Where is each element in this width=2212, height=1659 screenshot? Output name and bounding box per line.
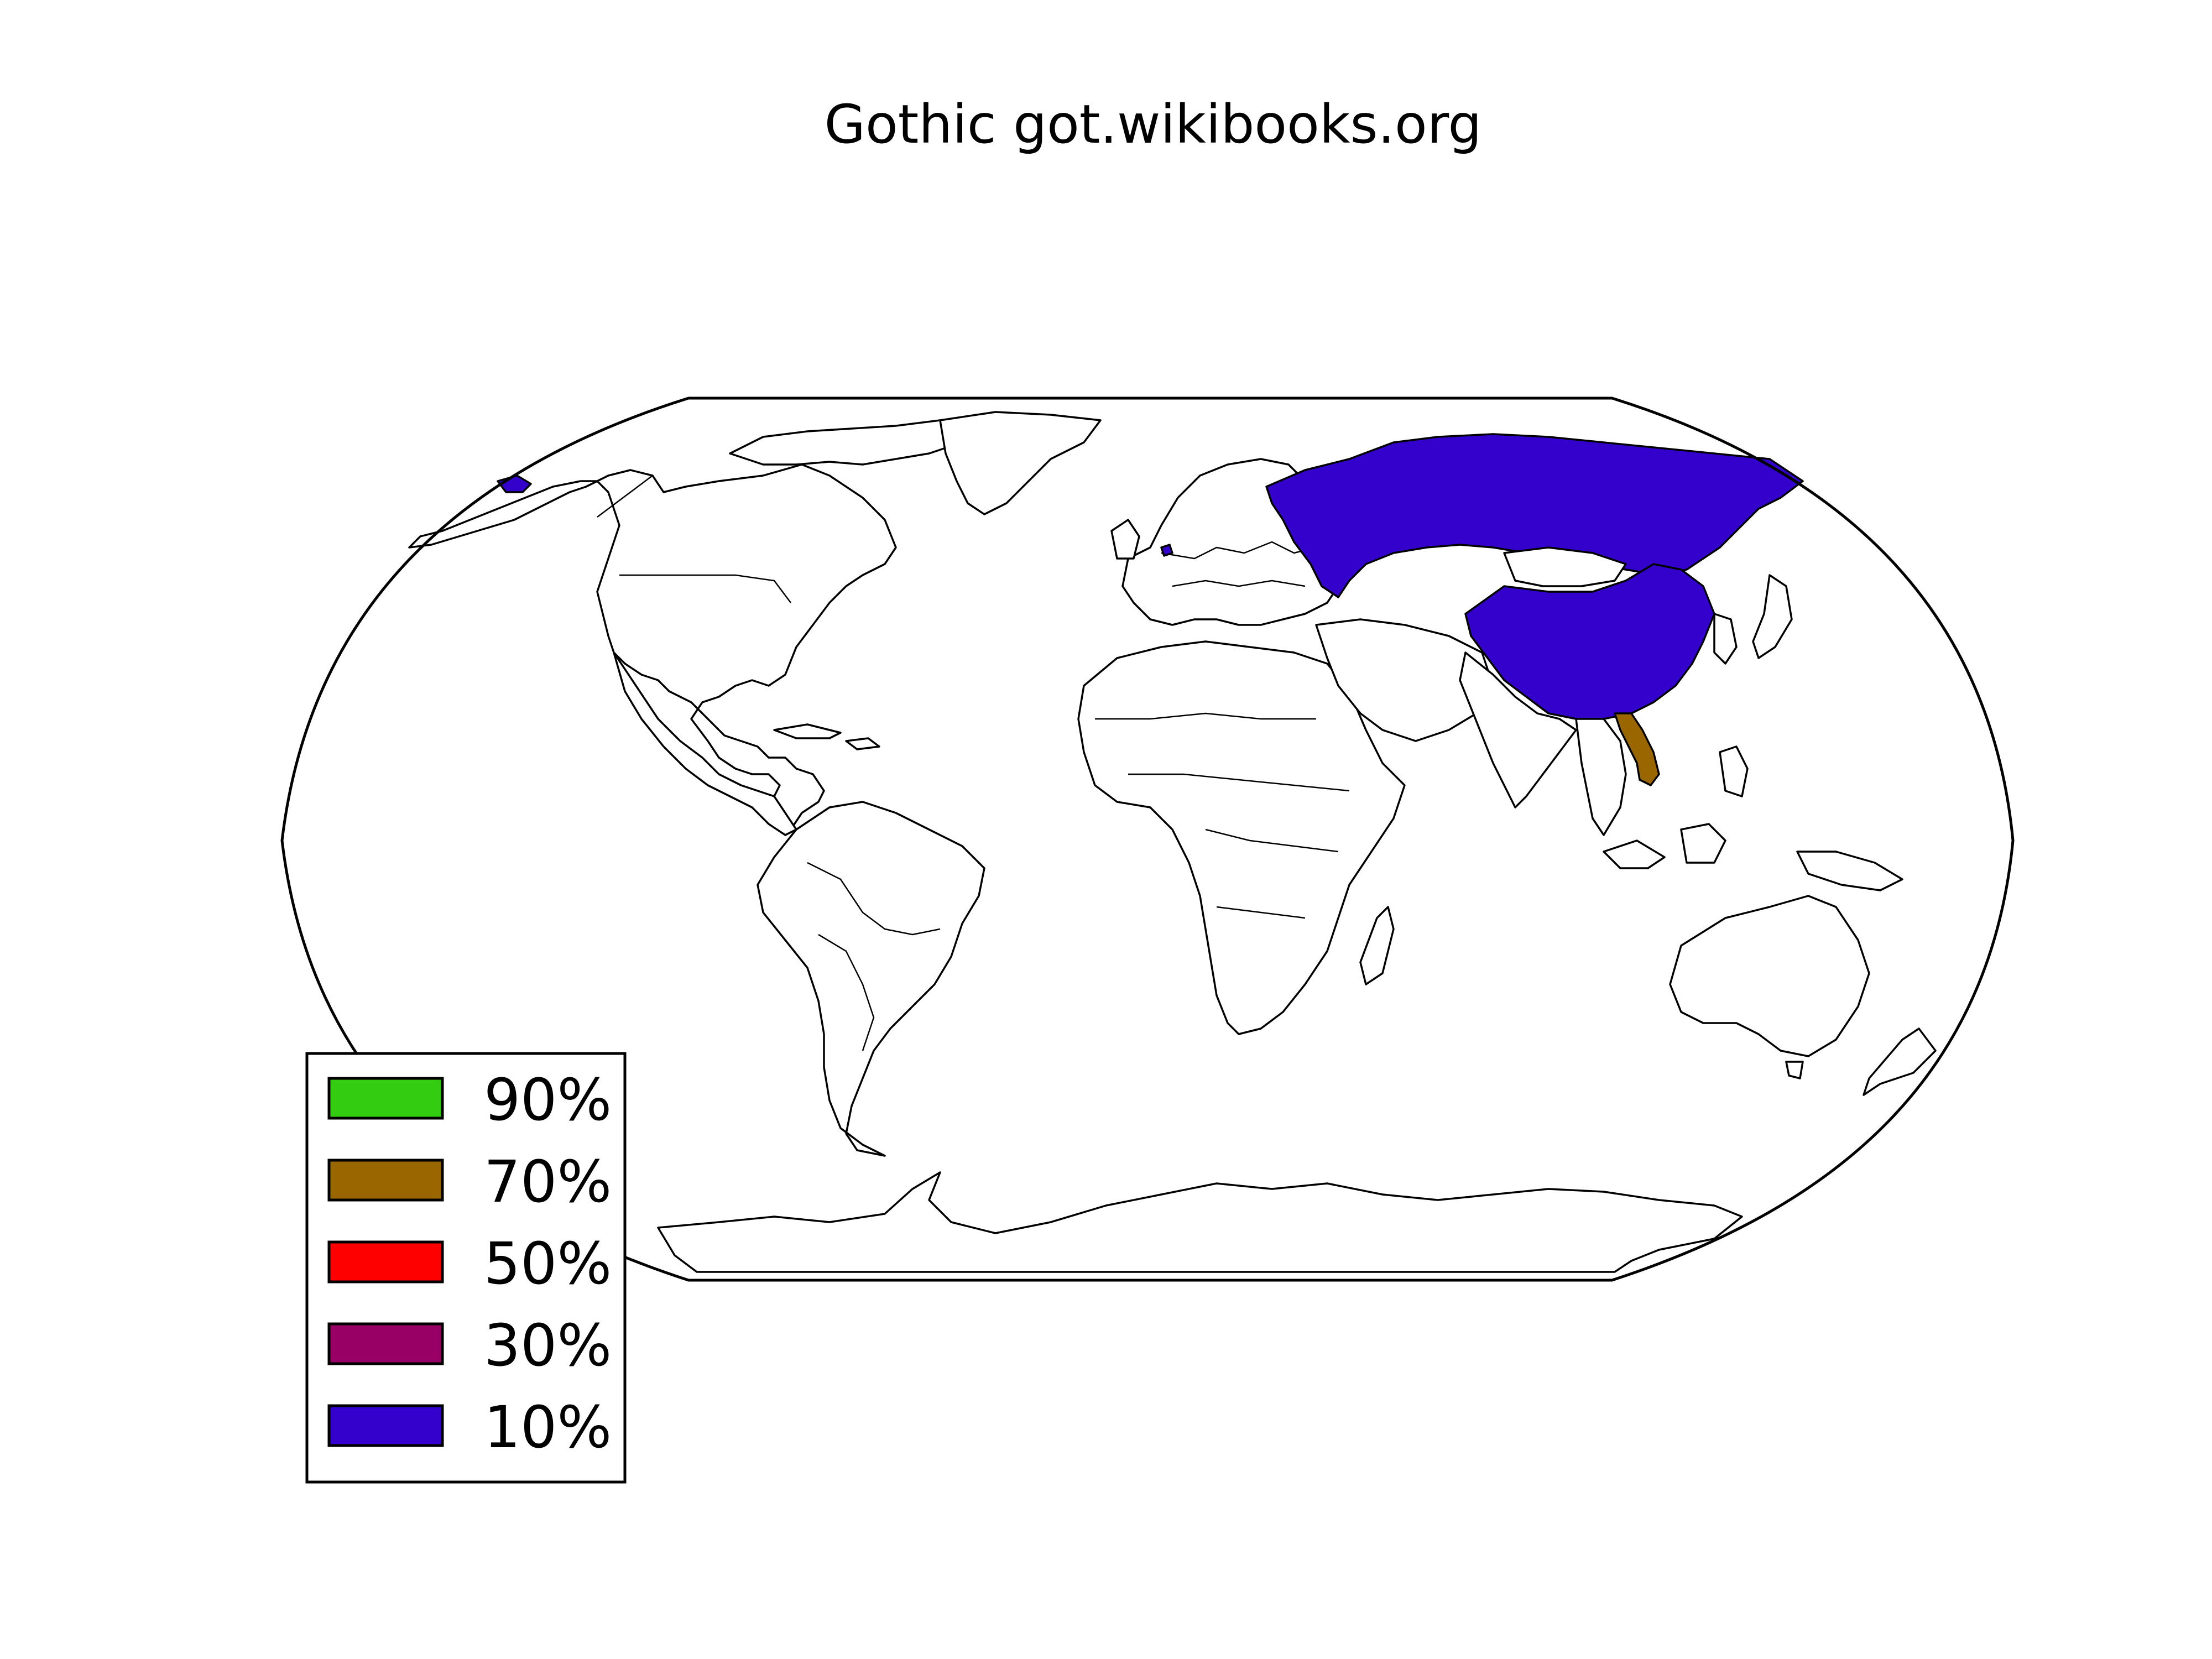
madagascar (1359, 906, 1395, 985)
hispaniola (845, 737, 880, 750)
africa-borders-4 (1216, 906, 1306, 919)
new-zealand (1863, 1027, 1937, 1096)
legend-swatch-30 (327, 1322, 444, 1365)
europe-borders (1161, 541, 1317, 560)
cuba (773, 723, 842, 739)
legend-item-70: 70% (327, 1148, 612, 1215)
region-vietnam (1614, 712, 1660, 786)
tasmania (1785, 1061, 1804, 1079)
alaska-border (597, 475, 653, 518)
legend-item-50: 50% (327, 1230, 612, 1297)
sumatra (1603, 839, 1666, 869)
africa-borders-3 (1205, 828, 1339, 853)
antarctica (657, 1171, 1743, 1273)
korea (1713, 613, 1738, 665)
japan (1752, 574, 1793, 659)
legend-item-90: 90% (327, 1066, 612, 1134)
south-asia (1459, 651, 1577, 808)
legend-swatch-10 (327, 1404, 444, 1447)
region-netherlands (1160, 544, 1173, 557)
africa-borders-2 (1128, 773, 1350, 792)
new-guinea (1796, 851, 1903, 891)
australia (1669, 895, 1870, 1057)
south-america-borders-2 (818, 933, 875, 1051)
map-frame (280, 397, 2015, 1282)
legend-item-30: 30% (327, 1312, 612, 1379)
greenland (939, 411, 1102, 515)
legend-item-10: 10% (327, 1394, 612, 1461)
south-america (757, 801, 985, 1157)
south-america-borders (807, 862, 941, 936)
british-isles (1110, 519, 1140, 560)
world-map (280, 397, 2015, 1282)
middle-east (1315, 618, 1494, 742)
legend-swatch-50 (327, 1240, 444, 1284)
europe-borders-2 (1172, 580, 1306, 587)
arctic-islands (729, 419, 974, 466)
north-america-landmass (408, 463, 897, 831)
philippines (1719, 745, 1749, 797)
legend-label-50: 50% (484, 1230, 612, 1297)
africa-borders (1095, 712, 1316, 720)
legend-label-70: 70% (484, 1148, 612, 1215)
legend-label-30: 30% (484, 1312, 612, 1379)
legend-label-10: 10% (484, 1394, 612, 1461)
mongolia (1503, 546, 1627, 587)
region-china (1464, 563, 1715, 720)
legend-swatch-70 (327, 1159, 444, 1202)
legend: 90% 70% 50% 30% 10% (305, 1052, 627, 1484)
indochina (1575, 718, 1627, 836)
map-title: Gothic got.wikibooks.org (825, 93, 1482, 155)
legend-swatch-90 (327, 1077, 444, 1120)
borneo (1680, 823, 1726, 864)
legend-label-90: 90% (484, 1066, 612, 1134)
us-canada-border (619, 574, 791, 603)
